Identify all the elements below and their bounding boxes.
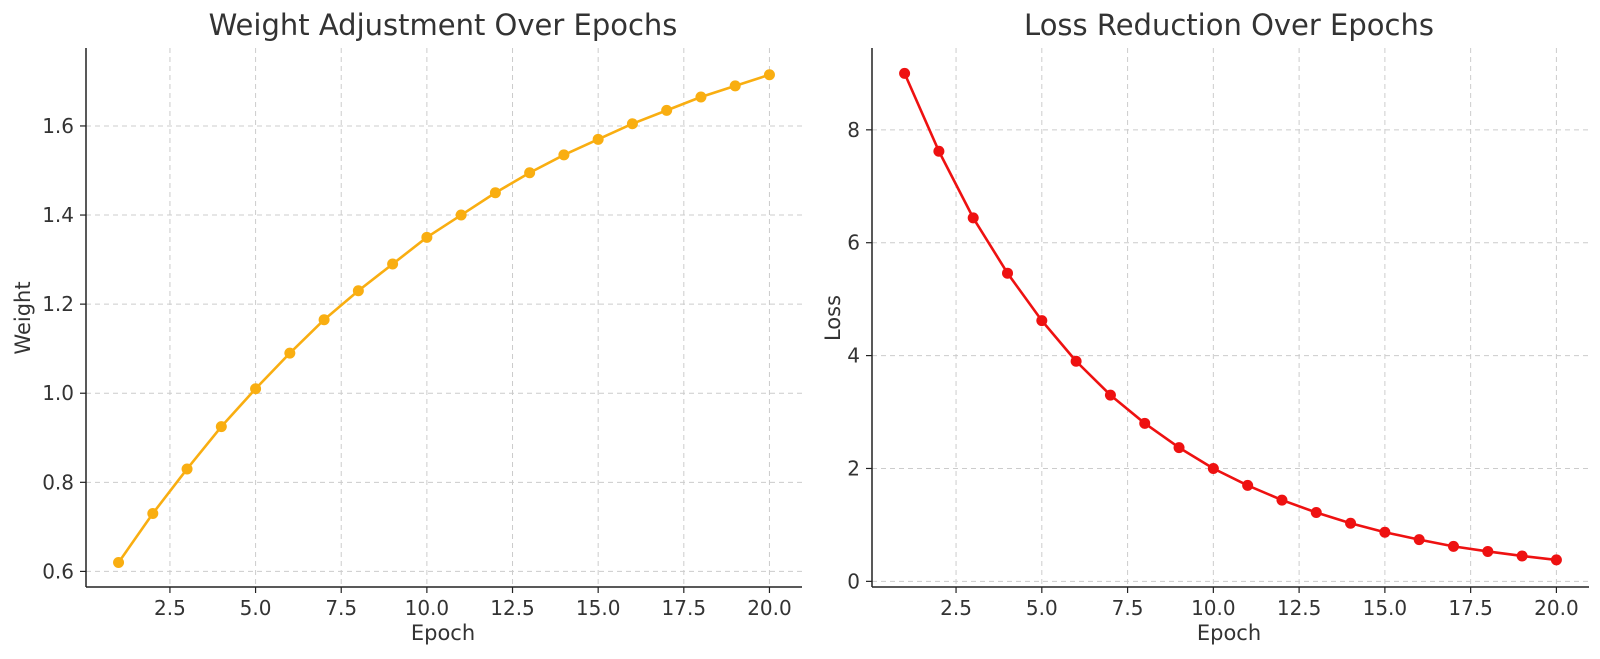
data-point [147,508,159,519]
data-point [1276,494,1288,506]
data-point [1482,545,1494,557]
data-point [421,231,433,243]
y-tick-label: 1.6 [42,114,74,138]
y-axis-label: Weight [11,281,35,354]
data-point [1310,506,1322,518]
x-tick-label: 5.0 [240,596,272,620]
grid [86,48,802,587]
data-point [1002,267,1014,279]
chart-title: Weight Adjustment Over Epochs [209,8,678,42]
data-point [1242,479,1254,491]
data-point [763,69,775,81]
data-point [1345,517,1357,529]
data-point [318,314,330,326]
weight-chart: Weight Adjustment Over Epochs Epoch Weig… [11,8,802,645]
x-tick-label: 10.0 [405,596,450,620]
x-tick-label: 7.5 [1112,596,1144,620]
y-tick-label: 0 [847,569,860,593]
x-tick-label: 12.5 [1277,596,1322,620]
x-tick-label: 15.0 [1363,596,1408,620]
y-tick-label: 0.6 [42,559,74,583]
data-point [1413,534,1425,546]
y-tick-label: 0.8 [42,470,74,494]
data-point [695,91,707,103]
series-line [903,72,1557,562]
data-point [899,67,911,79]
x-tick-label: 15.0 [576,596,621,620]
data-point [626,118,638,130]
data-point [1036,315,1048,327]
data-point [113,557,125,568]
x-tick-label: 20.0 [1534,596,1579,620]
data-point [455,209,467,221]
grid [872,48,1589,587]
data-point [933,145,945,157]
x-tick-label: 12.5 [490,596,535,620]
y-axis-label: Loss [821,295,845,341]
data-point [1379,526,1391,538]
x-tick-label: 17.5 [662,596,707,620]
data-point [1139,417,1151,429]
y-tick-label: 1.2 [42,292,74,316]
x-tick-label: 7.5 [325,596,357,620]
x-tick-label: 17.5 [1448,596,1493,620]
y-tick-label: 6 [847,231,860,255]
loss-chart: Loss Reduction Over Epochs Epoch Loss 2.… [821,8,1589,645]
data-point [558,149,570,161]
data-point [215,421,227,433]
series-line [117,73,770,564]
data-point [352,285,364,297]
y-tick-label: 4 [847,344,860,368]
y-tick-label: 8 [847,118,860,142]
data-point [524,167,536,179]
data-point [1207,462,1219,474]
x-axis-label: Epoch [1197,621,1261,645]
x-axis-label: Epoch [411,621,475,645]
data-point [1173,442,1185,454]
data-point [1070,355,1082,367]
data-point [1516,550,1528,562]
data-point [1550,554,1562,566]
x-tick-label: 2.5 [940,596,972,620]
y-tick-label: 1.4 [42,203,74,227]
data-point [284,347,296,359]
x-tick-label: 2.5 [154,596,186,620]
x-tick-label: 10.0 [1191,596,1236,620]
data-point [250,383,262,395]
data-point [592,133,604,145]
y-tick-label: 2 [847,456,860,480]
data-point [387,258,399,270]
data-point [181,463,193,475]
chart-title: Loss Reduction Over Epochs [1024,8,1434,42]
y-tick-label: 1.0 [42,381,74,405]
data-point [967,212,979,224]
data-point [489,187,501,199]
data-point [1447,540,1459,552]
data-point [1104,389,1116,401]
x-tick-label: 20.0 [747,596,792,620]
x-tick-label: 5.0 [1026,596,1058,620]
data-point [661,104,673,116]
data-point [729,80,741,92]
